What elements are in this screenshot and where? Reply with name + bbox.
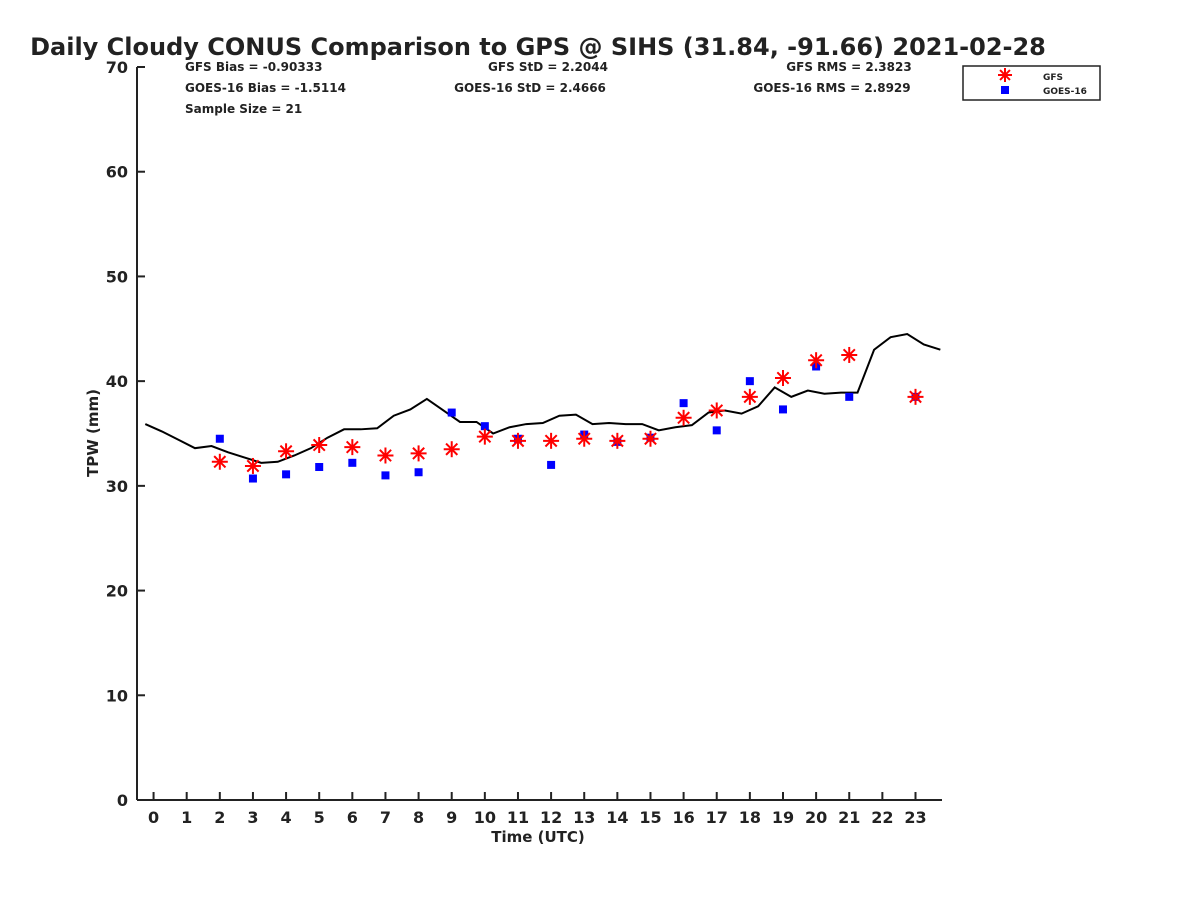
x-tick-label: 3 <box>247 808 258 827</box>
goes-point <box>282 470 291 479</box>
legend-gfs-marker <box>998 68 1012 82</box>
x-tick-label: 18 <box>739 808 761 827</box>
stat-gfs-bias: GFS Bias = -0.90333 <box>185 60 322 74</box>
gfs-point <box>774 370 791 387</box>
goes-point <box>447 408 456 417</box>
gfs-point <box>443 441 460 458</box>
goes-point <box>480 422 489 431</box>
stat-goes-std: GOES-16 StD = 2.4666 <box>454 81 606 95</box>
stat-gfs-rms: GFS RMS = 2.3823 <box>786 60 911 74</box>
goes-point <box>315 463 324 472</box>
gfs-point <box>377 447 394 464</box>
gfs-point <box>410 445 427 462</box>
x-tick-label: 23 <box>904 808 926 827</box>
x-tick-label: 19 <box>772 808 794 827</box>
gfs-point <box>344 439 361 456</box>
gfs-point <box>841 346 858 363</box>
gfs-point <box>642 430 659 447</box>
x-axis-title: Time (UTC) <box>491 828 585 846</box>
y-axis-title: TPW (mm) <box>84 389 102 477</box>
x-tick-label: 14 <box>606 808 628 827</box>
x-tick-label: 17 <box>706 808 728 827</box>
x-tick-label: 15 <box>639 808 661 827</box>
x-tick-label: 9 <box>446 808 457 827</box>
x-tick-label: 11 <box>507 808 529 827</box>
y-tick-label: 0 <box>117 791 128 810</box>
y-tick-label: 20 <box>106 582 128 601</box>
x-tick-label: 6 <box>347 808 358 827</box>
gfs-point <box>741 388 758 405</box>
x-tick-label: 7 <box>380 808 391 827</box>
gfs-point <box>675 409 692 426</box>
x-tick-label: 0 <box>148 808 159 827</box>
chart-title: Daily Cloudy CONUS Comparison to GPS @ S… <box>30 33 1046 61</box>
gfs-point <box>476 428 493 445</box>
x-ticks: 0 1 2 3 4 5 6 7 8 9 10 11 12 13 14 15 16 17 18 19 20 21 22 23 <box>148 792 927 827</box>
gfs-point <box>211 453 228 470</box>
goes-point <box>414 468 423 477</box>
gfs-point <box>278 443 295 460</box>
gfs-point <box>609 432 626 449</box>
gfs-point <box>708 402 725 419</box>
x-tick-label: 21 <box>838 808 860 827</box>
legend: GFS GOES-16 <box>962 65 1101 101</box>
stat-goes-bias: GOES-16 Bias = -1.5114 <box>185 81 346 95</box>
goes-point <box>348 458 357 467</box>
gfs-point <box>244 457 261 474</box>
gfs-series <box>211 346 924 474</box>
gfs-point <box>311 437 328 454</box>
x-tick-label: 16 <box>672 808 694 827</box>
goes-point <box>778 405 787 414</box>
y-tick-label: 30 <box>106 477 128 496</box>
goes-point <box>745 377 754 386</box>
x-tick-label: 8 <box>413 808 424 827</box>
x-tick-label: 5 <box>314 808 325 827</box>
x-tick-label: 1 <box>181 808 192 827</box>
x-tick-label: 2 <box>214 808 225 827</box>
gfs-point <box>808 352 825 369</box>
x-tick-label: 10 <box>474 808 496 827</box>
goes-point <box>381 471 390 480</box>
legend-goes-label: GOES-16 <box>1043 87 1087 97</box>
y-tick-label: 60 <box>106 163 128 182</box>
goes-point <box>712 426 721 435</box>
gfs-point <box>907 388 924 405</box>
y-tick-label: 40 <box>106 372 128 391</box>
x-tick-label: 20 <box>805 808 827 827</box>
gfs-point <box>576 430 593 447</box>
x-tick-label: 13 <box>573 808 595 827</box>
stat-gfs-std: GFS StD = 2.2044 <box>488 60 608 74</box>
goes-point <box>845 392 854 401</box>
stat-sample-size: Sample Size = 21 <box>185 102 302 116</box>
gps-line <box>144 332 941 464</box>
y-tick-label: 50 <box>106 267 128 286</box>
x-tick-label: 12 <box>540 808 562 827</box>
stat-goes-rms: GOES-16 RMS = 2.8929 <box>753 81 910 95</box>
goes-point <box>679 399 688 408</box>
y-tick-label: 10 <box>106 686 128 705</box>
gps-line-group <box>144 332 941 464</box>
legend-goes-marker <box>1001 86 1009 94</box>
goes-point <box>215 434 224 443</box>
gfs-point <box>543 432 560 449</box>
legend-gfs-asterisk <box>998 68 1012 82</box>
gfs-point <box>509 432 526 449</box>
y-ticks: 0 10 20 30 40 50 60 70 <box>106 58 145 810</box>
x-tick-label: 22 <box>871 808 893 827</box>
x-tick-label: 4 <box>281 808 292 827</box>
y-tick-label: 70 <box>106 58 128 77</box>
stats-annotations: GFS Bias = -0.90333 GOES-16 Bias = -1.51… <box>185 60 912 116</box>
legend-box <box>962 65 1101 101</box>
goes-point <box>248 474 257 483</box>
legend-gfs-label: GFS <box>1043 73 1063 83</box>
plot-area <box>144 332 941 483</box>
goes-point <box>547 460 556 469</box>
